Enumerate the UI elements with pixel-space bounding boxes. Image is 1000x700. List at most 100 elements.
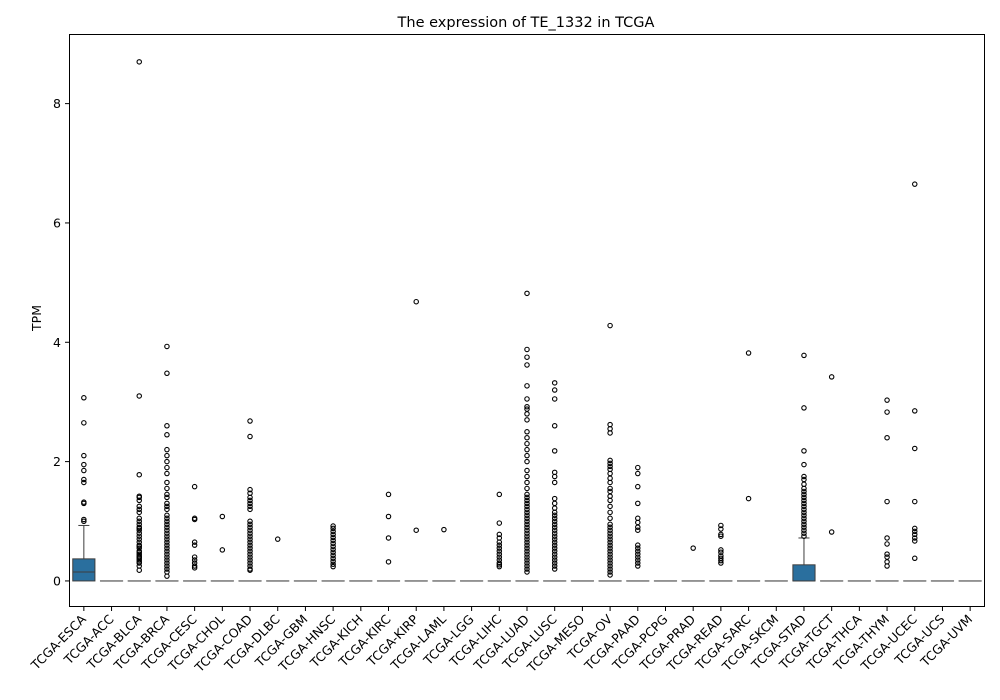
outlier-point [247, 524, 253, 530]
outlier-point [524, 512, 530, 519]
outlier-point [136, 506, 142, 513]
outlier-point [136, 494, 142, 501]
outlier-point [496, 551, 503, 557]
outlier-point [801, 405, 807, 411]
outlier-point [524, 346, 530, 353]
outlier-point [330, 540, 336, 547]
outlier-point [247, 536, 253, 542]
outlier-point [524, 545, 530, 551]
outlier-point [81, 467, 87, 474]
outlier-point [247, 527, 253, 533]
outlier-point [385, 491, 392, 498]
outlier-point [524, 446, 530, 453]
outlier-point [551, 387, 558, 393]
outlier-point [164, 464, 170, 471]
outlier-point [164, 548, 170, 554]
outlier-point [247, 503, 253, 510]
outlier-point [524, 479, 530, 486]
outlier-point [247, 497, 253, 504]
outlier-point [247, 506, 253, 513]
outlier-point [164, 527, 170, 533]
outlier-point [247, 500, 253, 507]
outlier-point [247, 418, 253, 424]
outlier-point [718, 531, 724, 538]
outlier-point [136, 536, 142, 542]
outlier-point [551, 566, 558, 572]
outlier-point [81, 395, 87, 401]
outlier-point [912, 538, 918, 544]
outlier-point [912, 525, 918, 532]
outlier-point [635, 500, 641, 507]
outlier-point [524, 527, 530, 533]
outlier-point [801, 509, 807, 516]
outlier-point [718, 522, 724, 529]
outlier-point [164, 506, 170, 513]
outlier-point [828, 374, 835, 380]
outlier-point [718, 549, 724, 556]
outlier-point [551, 545, 558, 551]
box-group [543, 380, 567, 582]
outlier-point [635, 542, 641, 548]
outlier-point [801, 533, 807, 539]
outlier-point [607, 515, 613, 522]
outlier-point [718, 557, 724, 564]
outlier-point [164, 370, 170, 377]
outlier-point [330, 549, 336, 556]
outlier-point [274, 536, 281, 542]
outlier-point [801, 473, 807, 480]
box [792, 564, 816, 582]
outlier-point [136, 515, 142, 522]
y-tick-label: 0 [53, 573, 61, 588]
outlier-point [607, 457, 613, 464]
outlier-point [496, 520, 503, 526]
outlier-point [524, 440, 530, 447]
outlier-point [801, 448, 807, 454]
outlier-point [81, 500, 87, 507]
outlier-point [524, 551, 530, 557]
y-tick-label: 8 [53, 96, 61, 111]
outlier-point [441, 526, 447, 533]
outlier-point [524, 485, 530, 492]
y-axis-label: TPM [29, 305, 44, 332]
outlier-point [524, 434, 530, 441]
outlier-point [496, 563, 503, 570]
outlier-point [413, 298, 419, 305]
box-group [681, 545, 705, 582]
outlier-point [607, 497, 613, 504]
outlier-point [136, 518, 142, 525]
outlier-point [607, 479, 613, 486]
outlier-point [191, 539, 198, 545]
outlier-point [801, 524, 807, 530]
outlier-point [607, 527, 613, 533]
outlier-point [524, 452, 530, 459]
outlier-point [801, 503, 807, 510]
outlier-point [635, 548, 641, 554]
box-group [404, 298, 428, 582]
outlier-point [496, 562, 503, 568]
outlier-point [496, 539, 503, 545]
outlier-point [247, 557, 253, 563]
outlier-point [524, 503, 530, 510]
outlier-point [524, 563, 530, 569]
outlier-point [607, 566, 613, 572]
outlier-point [524, 396, 530, 402]
outlier-point [524, 417, 530, 423]
box-group [266, 536, 290, 582]
outlier-point [551, 396, 558, 402]
outlier-point [330, 528, 336, 535]
outlier-point [551, 515, 558, 522]
outlier-point [551, 495, 558, 502]
outlier-point [607, 560, 613, 566]
outlier-point [801, 506, 807, 513]
outlier-point [413, 527, 419, 533]
outlier-point [164, 563, 170, 569]
box-group [376, 491, 401, 582]
outlier-point [496, 542, 503, 548]
outlier-point [524, 554, 530, 560]
outlier-point [524, 536, 530, 542]
outlier-point [635, 464, 641, 471]
box-group [127, 59, 151, 582]
outlier-point [524, 560, 530, 566]
chart-title: The expression of TE_1332 in TCGA [397, 15, 655, 31]
outlier-point [801, 488, 807, 495]
